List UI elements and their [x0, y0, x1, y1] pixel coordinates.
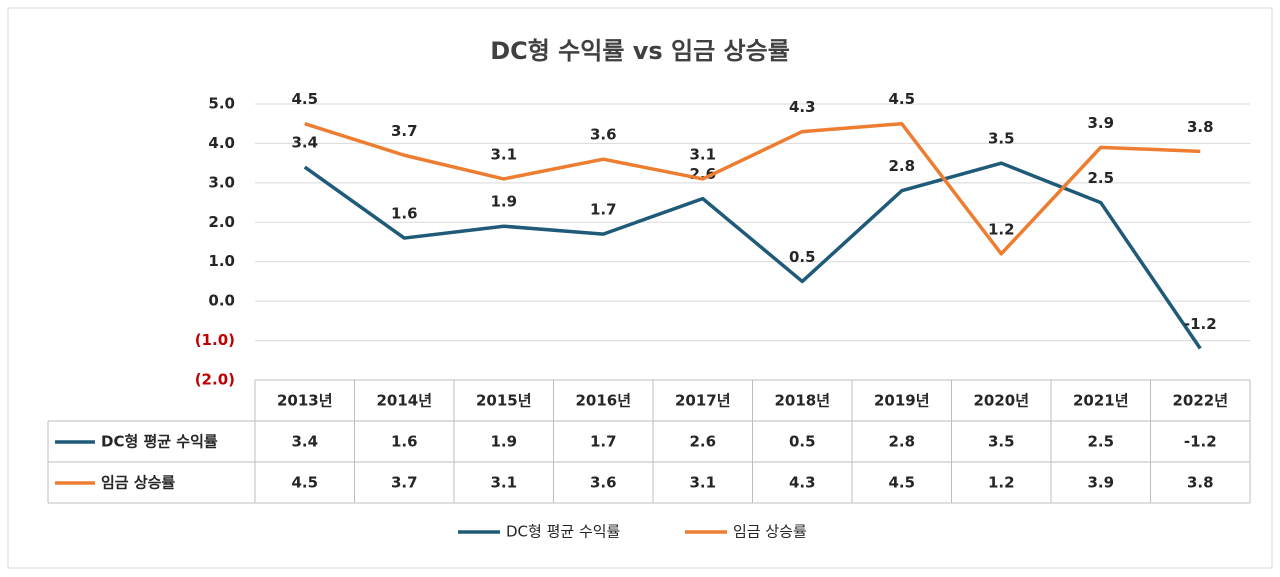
x-tick-label: 2022년 [1172, 392, 1228, 410]
table-cell: 3.5 [988, 433, 1015, 451]
series-line [304, 121, 1201, 256]
data-label: 4.5 [291, 90, 318, 108]
data-label: 1.7 [590, 201, 617, 219]
data-label: 3.5 [988, 130, 1015, 148]
data-label: 1.2 [988, 220, 1015, 238]
data-label: 3.4 [291, 134, 318, 152]
x-tick-label: 2018년 [774, 392, 830, 410]
data-label: -1.2 [1184, 315, 1217, 333]
table-cell: 3.8 [1187, 474, 1214, 492]
table-cell: -1.2 [1184, 433, 1217, 451]
y-tick-label: 3.0 [208, 173, 235, 191]
x-tick-label: 2020년 [973, 392, 1029, 410]
table-cell: 1.2 [988, 474, 1015, 492]
table-cell: 2.5 [1087, 433, 1114, 451]
data-label: 3.8 [1187, 118, 1214, 136]
data-label: 1.6 [391, 205, 418, 223]
table-cell: 0.5 [789, 433, 816, 451]
x-tick-label: 2017년 [675, 392, 731, 410]
data-label: 2.5 [1087, 169, 1114, 187]
data-label: 3.6 [590, 126, 617, 144]
table-cell: 2.6 [689, 433, 716, 451]
data-label: 2.8 [888, 157, 915, 175]
data-label: 1.9 [490, 193, 517, 211]
x-tick-label: 2014년 [376, 392, 432, 410]
x-tick-label: 2021년 [1073, 392, 1129, 410]
data-label: 3.1 [689, 145, 716, 163]
table-cell: 3.1 [490, 474, 517, 492]
x-tick-label: 2019년 [874, 392, 930, 410]
legend-label: DC형 평균 수익률 [506, 523, 621, 541]
table-cell: 3.6 [590, 474, 617, 492]
table-cell: 4.3 [789, 474, 816, 492]
table-cell: 1.9 [490, 433, 517, 451]
data-label: 3.9 [1087, 114, 1114, 132]
legend-label: 임금 상승률 [733, 523, 807, 541]
data-label: 4.3 [789, 98, 816, 116]
table-series-name: DC형 평균 수익률 [101, 433, 218, 451]
table-cell: 1.6 [391, 433, 418, 451]
x-tick-label: 2015년 [476, 392, 532, 410]
y-tick-label: 0.0 [208, 292, 235, 310]
y-tick-label: (2.0) [195, 371, 235, 389]
table-cell: 4.5 [291, 474, 318, 492]
y-tick-label: 2.0 [208, 213, 235, 231]
x-tick-label: 2013년 [277, 392, 333, 410]
data-label: 4.5 [888, 90, 915, 108]
table-cell: 1.7 [590, 433, 617, 451]
y-tick-label: 5.0 [208, 95, 235, 113]
table-cell: 3.4 [291, 433, 318, 451]
chart-title: DC형 수익률 vs 임금 상승률 [490, 37, 790, 65]
y-tick-label: 1.0 [208, 252, 235, 270]
data-label: 0.5 [789, 248, 816, 266]
table-cell: 3.9 [1087, 474, 1114, 492]
data-label: 3.7 [391, 122, 418, 140]
table-cell: 3.7 [391, 474, 418, 492]
table-cell: 4.5 [888, 474, 915, 492]
x-tick-label: 2016년 [575, 392, 631, 410]
y-tick-label: 4.0 [208, 134, 235, 152]
y-tick-label: (1.0) [195, 331, 235, 349]
table-series-name: 임금 상승률 [101, 474, 175, 492]
table-cell: 2.8 [888, 433, 915, 451]
series-line [303, 161, 1202, 350]
table-cell: 3.1 [689, 474, 716, 492]
data-label: 3.1 [490, 145, 517, 163]
chart-frame [7, 7, 1273, 569]
